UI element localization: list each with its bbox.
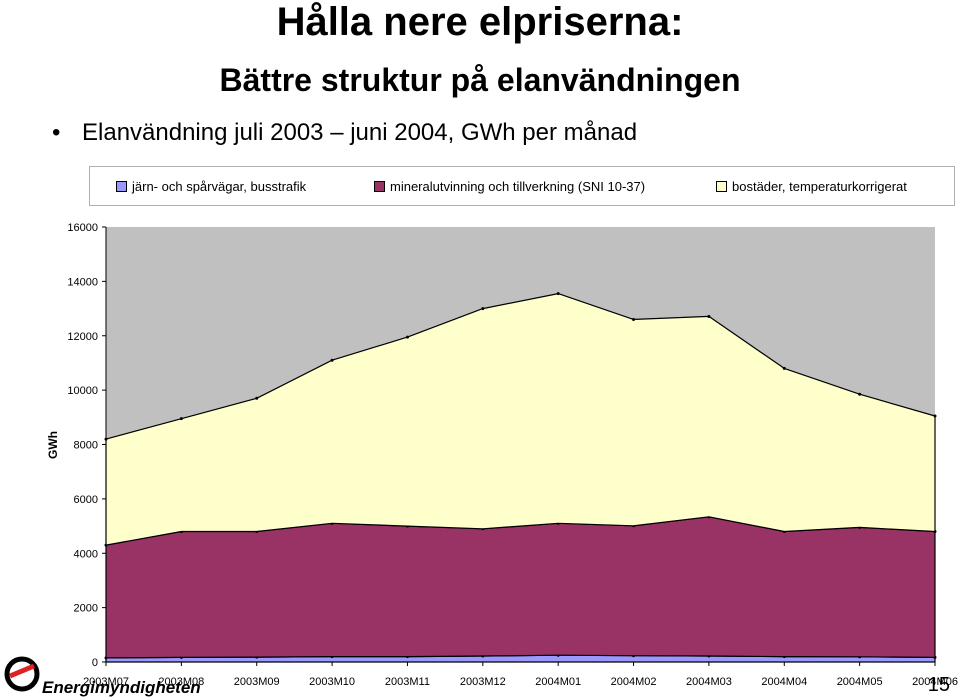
- logo-slash-icon: [9, 663, 35, 679]
- energimyndigheten-logo: Energimyndigheten: [4, 656, 200, 697]
- x-tick-label: 2004M03: [686, 676, 732, 688]
- x-tick-label: 2003M12: [460, 676, 506, 688]
- y-tick-label: 14000: [67, 276, 98, 288]
- legend-item-series-3: bostäder, temperaturkorrigerat: [716, 179, 907, 194]
- data-point-series-3: [179, 417, 183, 421]
- y-tick-label: 6000: [74, 494, 98, 506]
- y-tick-label: 8000: [74, 440, 98, 452]
- data-point-series-3: [933, 414, 937, 418]
- data-point-series-3: [632, 317, 636, 321]
- x-tick-label: 2003M11: [385, 676, 430, 688]
- data-point-series-3: [707, 314, 711, 318]
- slide-subtitle: Bättre struktur på elanvändningen: [219, 62, 741, 98]
- data-point-series-3: [556, 292, 560, 296]
- y-tick-label: 10000: [67, 385, 98, 397]
- y-axis-title: GWh: [46, 431, 60, 459]
- legend-label-series-3: bostäder, temperaturkorrigerat: [732, 179, 907, 194]
- x-tick-label: 2003M07: [83, 676, 129, 688]
- x-tick-label: 2003M08: [158, 676, 204, 688]
- x-tick-label: 2004M02: [611, 676, 657, 688]
- logo-text: Energimyndigheten: [42, 678, 200, 697]
- data-point-series-3: [481, 307, 485, 311]
- page-number: 15: [927, 674, 950, 696]
- bullet-label: Elanvändning juli 2003 – juni 2004, GWh …: [82, 119, 638, 146]
- legend-swatch-series-2: [374, 181, 385, 192]
- bullet-icon: •: [52, 119, 61, 146]
- x-tick-label: 2004M06: [912, 676, 958, 688]
- y-tick-label: 0: [92, 657, 98, 669]
- bullet-text: • Elanvändning juli 2003 – juni 2004, GWh…: [52, 116, 637, 150]
- y-tick-label: 16000: [67, 222, 98, 234]
- x-tick-label: 2004M05: [837, 676, 883, 688]
- x-tick-label: 2003M10: [309, 676, 355, 688]
- slide-title: Hålla nere elpriserna:: [276, 0, 684, 44]
- x-tick-label: 2003M09: [234, 676, 280, 688]
- data-point-series-3: [405, 335, 409, 339]
- y-tick-label: 2000: [74, 603, 98, 615]
- legend-label-series-1: järn- och spårvägar, busstrafik: [132, 179, 307, 194]
- legend-label-series-2: mineralutvinning och tillverkning (SNI 1…: [390, 179, 646, 194]
- data-point-series-3: [330, 358, 334, 362]
- legend-item-series-1: järn- och spårvägar, busstrafik: [116, 179, 306, 194]
- x-tick-label: 2004M01: [535, 676, 581, 688]
- x-tick-label: 2004M04: [761, 676, 807, 688]
- area-series-2: [105, 516, 936, 659]
- legend-swatch-series-1: [116, 181, 127, 192]
- legend-swatch-series-3: [716, 181, 727, 192]
- data-point-series-3: [858, 392, 862, 396]
- y-tick-label: 4000: [74, 548, 98, 560]
- data-point-series-3: [255, 396, 259, 400]
- legend-item-series-2: mineralutvinning och tillverkning (SNI 1…: [374, 179, 645, 194]
- logo-ring-icon: [4, 656, 40, 692]
- data-point-series-3: [782, 366, 786, 370]
- y-tick-label: 12000: [67, 331, 98, 343]
- chart-legend: järn- och spårvägar, busstrafik mineralu…: [89, 166, 955, 206]
